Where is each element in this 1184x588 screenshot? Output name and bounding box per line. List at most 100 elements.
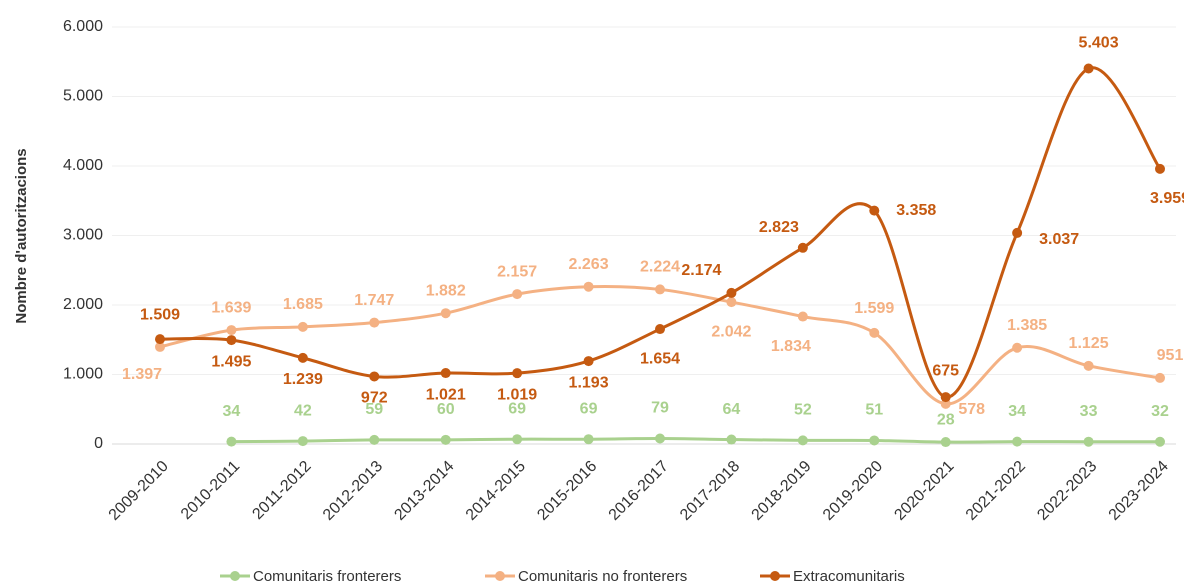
marker — [440, 308, 451, 319]
marker — [869, 435, 880, 446]
data-label: 1.834 — [771, 338, 811, 355]
series-line — [231, 437, 1161, 444]
data-label: 1.019 — [497, 386, 537, 403]
x-tick-label: 2009-2010 — [106, 458, 172, 524]
data-label: 1.239 — [283, 371, 323, 388]
marker — [869, 205, 880, 216]
marker — [297, 352, 308, 363]
data-label: 1.747 — [354, 292, 394, 309]
data-label: 28 — [937, 411, 955, 428]
data-label: 42 — [294, 402, 312, 419]
legend-marker — [770, 571, 780, 581]
data-label: 3.037 — [1039, 231, 1079, 248]
data-label: 972 — [361, 390, 388, 407]
marker — [797, 435, 808, 446]
data-label: 3.358 — [896, 202, 936, 219]
data-label: 60 — [437, 401, 455, 418]
x-tick-label: 2018-2019 — [749, 458, 815, 524]
marker — [1155, 436, 1165, 447]
data-label: 1.495 — [211, 353, 251, 370]
data-label: 1.021 — [426, 386, 466, 403]
x-tick-label: 2017-2018 — [677, 458, 743, 524]
data-label: 951 — [1157, 347, 1184, 364]
y-tick-label: 1.000 — [63, 366, 103, 383]
data-label: 2.174 — [681, 262, 721, 279]
marker — [655, 324, 665, 335]
marker — [1155, 372, 1165, 383]
marker — [369, 317, 380, 328]
data-label: 51 — [865, 402, 883, 419]
marker — [797, 311, 808, 322]
marker — [369, 371, 380, 382]
y-axis-label: Nombre d'autoritzacions — [13, 148, 30, 323]
data-label: 1.193 — [569, 374, 609, 391]
x-tick-label: 2011-2012 — [249, 458, 314, 523]
data-label: 69 — [580, 400, 598, 417]
legend-marker — [495, 571, 505, 581]
marker — [369, 434, 380, 445]
data-label: 34 — [1008, 403, 1026, 420]
data-label: 1.685 — [283, 296, 323, 313]
marker — [226, 325, 237, 336]
y-tick-label: 5.000 — [63, 88, 103, 105]
data-label: 1.509 — [140, 306, 180, 323]
marker — [940, 437, 951, 448]
marker — [226, 436, 237, 447]
marker — [583, 281, 594, 292]
legend-label: Comunitaris fronterers — [253, 568, 401, 585]
marker — [655, 433, 665, 444]
marker — [1012, 436, 1023, 447]
data-label: 52 — [794, 402, 812, 419]
marker — [655, 284, 665, 295]
marker — [512, 434, 523, 445]
series-line — [159, 66, 1162, 399]
marker — [1155, 163, 1165, 174]
marker — [226, 335, 237, 346]
y-tick-label: 3.000 — [63, 227, 103, 244]
marker — [155, 334, 165, 345]
marker — [940, 392, 951, 403]
data-label: 3.959 — [1150, 190, 1184, 207]
data-label: 1.882 — [426, 282, 466, 299]
data-label: 64 — [723, 401, 741, 418]
data-label: 1.125 — [1069, 335, 1109, 352]
data-label: 5.403 — [1079, 35, 1119, 52]
legend-item: Comunitaris no fronterers — [485, 568, 687, 585]
x-tick-label: 2010-2011 — [178, 458, 243, 523]
y-tick-label: 0 — [94, 435, 103, 452]
x-tick-label: 2019-2020 — [820, 458, 886, 524]
data-label: 2.042 — [711, 323, 751, 340]
marker — [583, 434, 594, 445]
marker — [1083, 436, 1094, 447]
data-label: 79 — [651, 400, 669, 417]
x-tick-label: 2020-2021 — [891, 458, 957, 524]
marker — [512, 289, 523, 300]
data-label: 1.654 — [640, 350, 680, 367]
legend-marker — [230, 571, 240, 581]
x-tick-label: 2015-2016 — [534, 458, 600, 524]
legend-item: Extracomunitaris — [760, 568, 905, 585]
legend-label: Extracomunitaris — [793, 568, 905, 585]
x-tick-label: 2014-2015 — [463, 458, 529, 524]
data-label: 1.599 — [854, 300, 894, 317]
x-tick-label: 2022-2023 — [1034, 458, 1100, 524]
legend-item: Comunitaris fronterers — [220, 568, 401, 585]
y-tick-label: 4.000 — [63, 157, 103, 174]
y-tick-label: 2.000 — [63, 296, 103, 313]
marker — [1083, 360, 1094, 371]
x-tick-label: 2012-2013 — [320, 458, 386, 524]
x-tick-label: 2023-2024 — [1106, 458, 1172, 524]
data-label: 2.263 — [569, 256, 609, 273]
legend-label: Comunitaris no fronterers — [518, 568, 687, 585]
y-tick-label: 6.000 — [63, 18, 103, 35]
marker — [797, 242, 808, 253]
marker — [726, 297, 737, 308]
data-label: 69 — [508, 400, 526, 417]
data-label: 2.157 — [497, 263, 537, 280]
data-label: 2.823 — [759, 219, 799, 236]
data-label: 1.397 — [122, 366, 162, 383]
data-label: 578 — [958, 401, 985, 418]
data-label: 33 — [1080, 403, 1098, 420]
x-tick-label: 2013-2014 — [391, 458, 457, 524]
